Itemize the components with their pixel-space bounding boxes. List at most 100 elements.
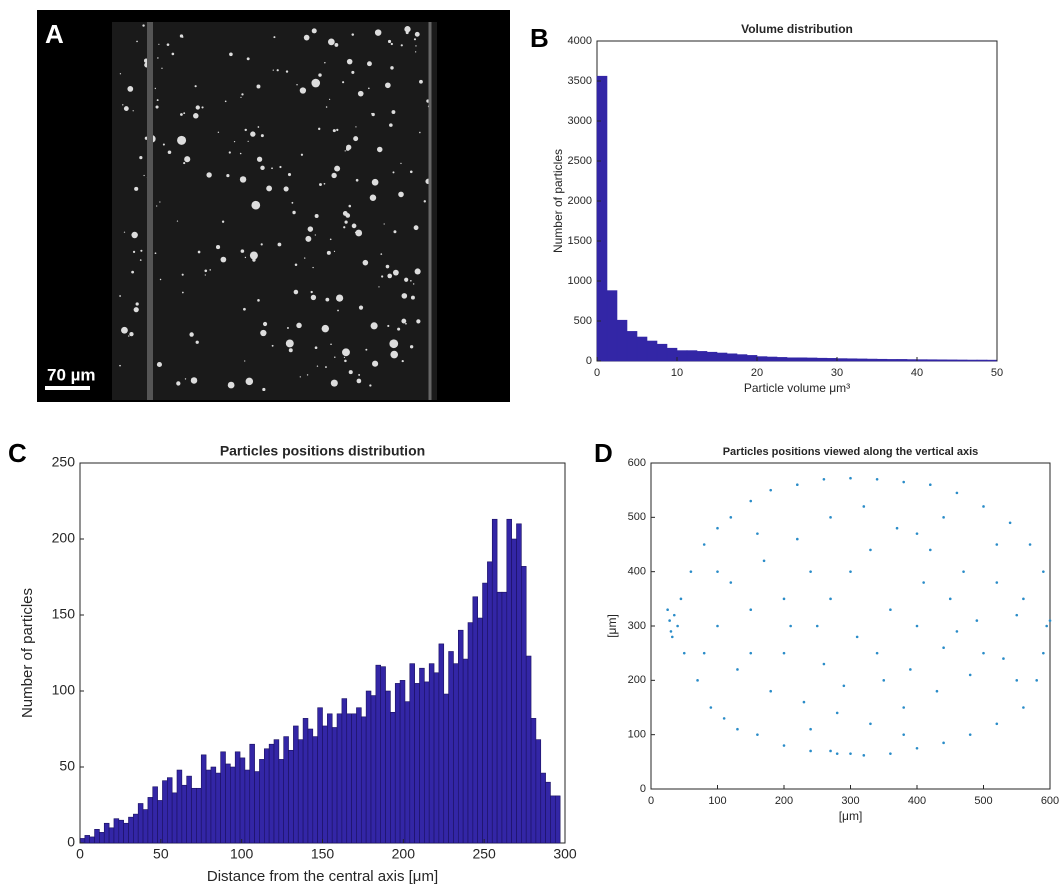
speck	[250, 131, 256, 137]
bar	[268, 743, 275, 844]
speck	[285, 339, 294, 348]
speck	[140, 249, 143, 252]
speck	[256, 156, 263, 162]
speck	[336, 128, 339, 132]
speck	[139, 156, 143, 160]
speck	[371, 178, 379, 186]
bar	[196, 787, 202, 844]
speck	[410, 295, 415, 300]
speck	[311, 28, 317, 34]
bar	[776, 357, 788, 362]
y-tick-label: 0	[586, 355, 592, 367]
speck	[271, 167, 273, 170]
speck	[372, 360, 379, 367]
speck	[413, 38, 417, 41]
bar	[706, 351, 718, 362]
y-tick-label: 1500	[568, 235, 592, 247]
point	[796, 483, 799, 487]
speck	[355, 229, 363, 237]
bar	[399, 680, 406, 844]
speck	[157, 57, 159, 59]
speck	[291, 201, 294, 204]
bar	[317, 707, 323, 844]
bar	[428, 663, 435, 844]
speck	[256, 84, 261, 89]
point	[915, 746, 919, 750]
point	[902, 733, 905, 736]
bar	[230, 766, 236, 844]
speck	[404, 277, 409, 282]
bar	[307, 728, 314, 844]
speck	[357, 90, 364, 97]
speck	[416, 319, 421, 324]
point	[802, 700, 806, 704]
bar	[606, 290, 618, 362]
speck	[195, 105, 200, 110]
speck	[346, 58, 353, 65]
bar	[84, 835, 90, 844]
bar	[351, 713, 357, 844]
speck	[142, 24, 145, 27]
bar	[205, 769, 212, 844]
bar	[341, 698, 348, 844]
bar	[385, 690, 391, 844]
speck	[325, 297, 330, 302]
speck	[119, 364, 121, 367]
speck	[129, 332, 134, 337]
speck	[351, 70, 355, 74]
speck	[293, 289, 299, 295]
bar	[616, 319, 628, 362]
speck	[260, 243, 263, 246]
speck	[176, 381, 181, 386]
bar	[726, 353, 738, 362]
speck	[220, 256, 227, 263]
y-tick-label: 0	[640, 783, 646, 795]
x-tick-label: 100	[708, 795, 726, 807]
speck	[348, 370, 353, 375]
speck	[400, 44, 403, 47]
speck	[381, 275, 384, 278]
speck	[392, 171, 395, 174]
speck	[303, 34, 310, 41]
speck	[156, 99, 159, 102]
bar	[380, 666, 386, 844]
bar	[419, 667, 425, 844]
speck	[279, 165, 282, 169]
speck	[344, 220, 348, 224]
speck	[337, 309, 339, 312]
speck	[310, 290, 313, 294]
y-tick-label: 250	[52, 454, 76, 470]
speck	[410, 279, 412, 282]
speck	[306, 374, 309, 376]
point	[672, 613, 676, 617]
speck	[119, 295, 121, 297]
bar	[906, 359, 918, 362]
point	[935, 689, 939, 693]
speck	[334, 356, 336, 358]
speck	[342, 211, 348, 216]
bar	[826, 358, 838, 362]
bar	[414, 683, 420, 844]
x-tick-label: 100	[230, 846, 254, 862]
bar	[336, 713, 343, 844]
speck	[154, 252, 157, 255]
speck	[244, 128, 247, 132]
point	[835, 711, 839, 715]
speck	[131, 231, 138, 239]
speck	[318, 127, 321, 131]
x-tick-label: 300	[553, 846, 577, 862]
speck	[374, 29, 382, 36]
bar	[448, 651, 454, 844]
speck	[194, 85, 197, 88]
bar	[375, 664, 382, 844]
speck	[329, 98, 331, 100]
speck	[249, 251, 258, 260]
speck	[287, 172, 292, 177]
speck	[369, 384, 372, 387]
speck	[156, 361, 162, 368]
y-tick-label: 1000	[568, 275, 592, 287]
point	[1035, 679, 1038, 682]
bar	[511, 538, 517, 844]
point	[942, 741, 945, 745]
bar	[756, 356, 768, 362]
